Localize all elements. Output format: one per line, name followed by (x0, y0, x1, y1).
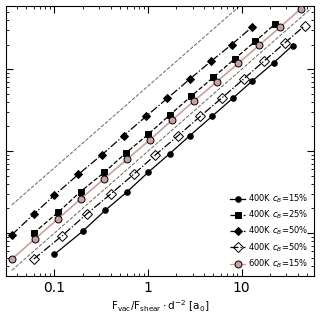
X-axis label: $\mathregular{F_{vac}/F_{shear}\cdot d^{-2}\ [a_0]}$: $\mathregular{F_{vac}/F_{shear}\cdot d^{… (111, 299, 209, 315)
Legend: 400K $c_B$=15%, 400K $c_B$=25%, 400K $c_B$=50%, 400K $c_B$=50%, 600K $c_B$=15%: 400K $c_B$=15%, 400K $c_B$=25%, 400K $c_… (228, 191, 310, 272)
